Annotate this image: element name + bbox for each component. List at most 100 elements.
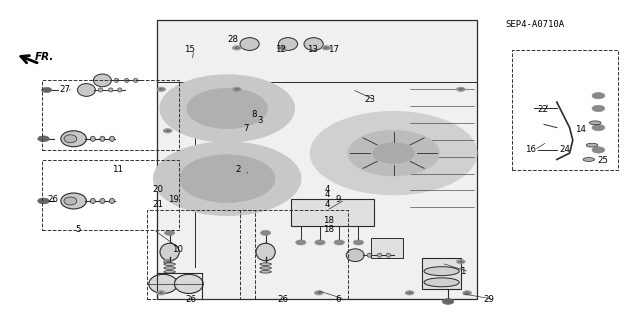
Text: 2: 2 (236, 165, 241, 174)
Ellipse shape (160, 243, 179, 261)
Text: 26: 26 (277, 295, 288, 304)
Bar (240, 210, 348, 299)
Circle shape (164, 230, 175, 235)
Circle shape (163, 259, 172, 264)
Circle shape (260, 230, 271, 235)
Circle shape (334, 240, 344, 245)
Text: 13: 13 (307, 45, 318, 54)
Ellipse shape (118, 88, 122, 92)
Ellipse shape (90, 198, 95, 204)
Text: 7: 7 (243, 124, 249, 133)
Text: SEP4-A0710A: SEP4-A0710A (506, 20, 564, 29)
Ellipse shape (64, 135, 77, 143)
Circle shape (405, 291, 414, 295)
Circle shape (592, 147, 605, 153)
Circle shape (592, 124, 605, 131)
Circle shape (232, 87, 241, 92)
Ellipse shape (174, 274, 204, 293)
Circle shape (187, 88, 268, 129)
Text: 10: 10 (172, 245, 182, 254)
Text: 28: 28 (227, 35, 238, 44)
Circle shape (154, 142, 301, 215)
Circle shape (348, 130, 440, 176)
Circle shape (456, 259, 465, 264)
Circle shape (160, 75, 294, 142)
Circle shape (442, 299, 454, 304)
Circle shape (163, 129, 172, 133)
Ellipse shape (148, 274, 178, 293)
Text: 11: 11 (112, 165, 123, 174)
Ellipse shape (134, 78, 138, 83)
Ellipse shape (260, 263, 271, 265)
Circle shape (592, 105, 605, 112)
Bar (512, 50, 618, 170)
Ellipse shape (260, 271, 271, 273)
Circle shape (42, 87, 52, 93)
Text: 8: 8 (252, 110, 257, 119)
Ellipse shape (260, 267, 271, 269)
Bar (42, 80, 179, 150)
Text: 26: 26 (186, 295, 196, 304)
Text: 14: 14 (575, 125, 586, 134)
Ellipse shape (100, 136, 105, 141)
Bar (157, 20, 477, 299)
Text: 23: 23 (365, 95, 376, 104)
Ellipse shape (61, 193, 86, 209)
Text: 4: 4 (324, 190, 330, 199)
Text: 4: 4 (324, 200, 330, 209)
Ellipse shape (387, 253, 391, 257)
Ellipse shape (240, 38, 259, 50)
Circle shape (310, 112, 477, 195)
Ellipse shape (124, 78, 129, 83)
Ellipse shape (164, 263, 175, 265)
Ellipse shape (77, 84, 95, 96)
Bar (371, 238, 403, 258)
Text: 17: 17 (328, 45, 339, 54)
Text: 22: 22 (538, 105, 548, 114)
Text: 5: 5 (76, 225, 81, 234)
Text: 18: 18 (323, 225, 333, 234)
Ellipse shape (99, 88, 102, 92)
Text: 19: 19 (168, 195, 179, 204)
Text: 16: 16 (525, 145, 536, 154)
Text: 21: 21 (152, 200, 163, 209)
Text: 15: 15 (184, 45, 195, 54)
Ellipse shape (589, 121, 601, 125)
Circle shape (157, 291, 166, 295)
Ellipse shape (164, 271, 175, 273)
Text: 26: 26 (47, 195, 58, 204)
Text: 4: 4 (324, 185, 330, 194)
Ellipse shape (256, 243, 275, 261)
Ellipse shape (61, 131, 86, 147)
Circle shape (277, 46, 286, 50)
Ellipse shape (378, 253, 382, 257)
Circle shape (296, 240, 306, 245)
Circle shape (314, 291, 323, 295)
Circle shape (315, 240, 325, 245)
Ellipse shape (367, 253, 372, 257)
Circle shape (372, 143, 415, 164)
Bar (422, 258, 461, 289)
Ellipse shape (90, 136, 95, 141)
Ellipse shape (64, 197, 77, 205)
Text: FR.: FR. (35, 52, 54, 63)
Ellipse shape (109, 136, 115, 141)
Ellipse shape (346, 249, 364, 262)
Text: 12: 12 (275, 45, 286, 54)
Ellipse shape (93, 74, 111, 87)
Ellipse shape (109, 88, 113, 92)
Bar (147, 210, 255, 299)
Text: 20: 20 (152, 185, 163, 194)
Circle shape (179, 155, 275, 203)
Ellipse shape (586, 143, 598, 147)
Ellipse shape (114, 78, 119, 83)
Text: 9: 9 (335, 195, 340, 204)
Circle shape (463, 291, 472, 295)
Circle shape (38, 136, 49, 142)
Circle shape (38, 198, 49, 204)
Text: 29: 29 (484, 295, 495, 304)
Text: 25: 25 (597, 156, 608, 165)
Circle shape (232, 46, 241, 50)
Circle shape (157, 87, 166, 92)
Ellipse shape (583, 158, 595, 161)
